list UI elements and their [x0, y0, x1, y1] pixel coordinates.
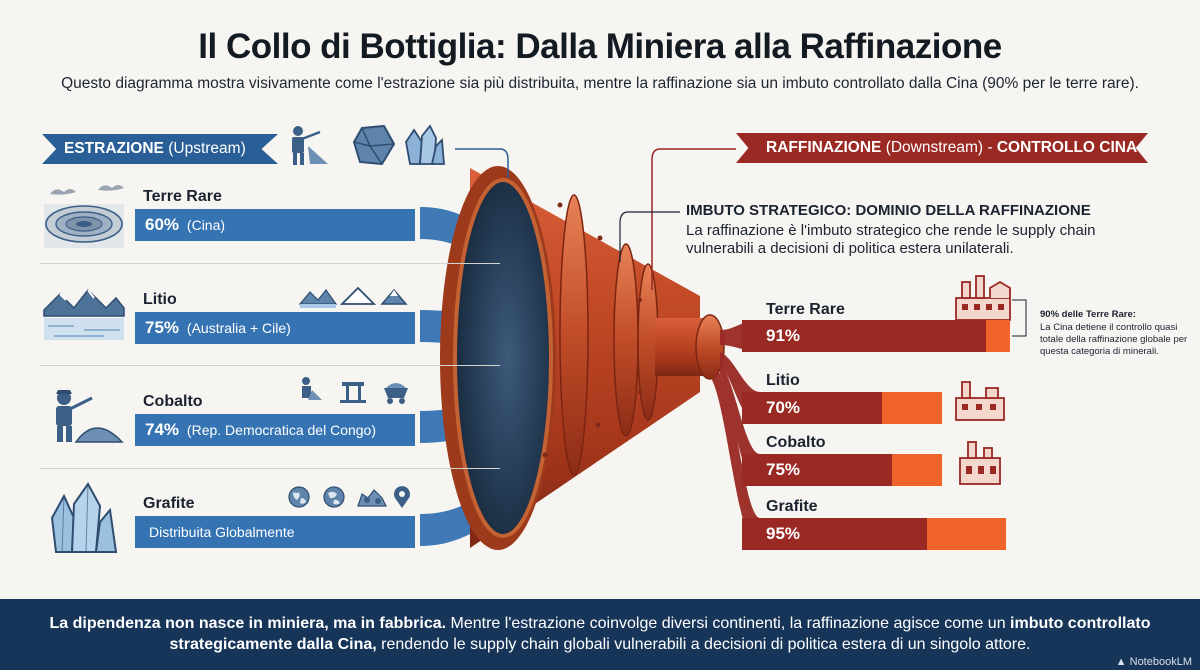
divider — [40, 365, 500, 366]
upstream-bar: 74% (Rep. Democratica del Congo) — [135, 414, 415, 446]
material-name: Grafite — [766, 498, 818, 515]
upstream-row-cobalto: Cobalto 74% (Rep. Democratica del Congo) — [135, 392, 415, 446]
upstream-row-grafite: Grafite Distribuita Globalmente — [135, 494, 415, 548]
material-name: Litio — [766, 372, 800, 389]
material-name: Terre Rare — [766, 301, 845, 318]
material-name: Cobalto — [766, 434, 826, 451]
funnel-diagram — [43, 124, 1027, 553]
miner-icon — [56, 390, 124, 443]
downstream-bar: 75% — [742, 454, 942, 486]
downstream-row-litio: Litio — [766, 371, 800, 391]
material-name: Litio — [143, 291, 177, 308]
downstream-label: RAFFINAZIONE (Downstream) - CONTROLLO CI… — [736, 133, 1148, 163]
imbuto-title: IMBUTO STRATEGICO: DOMINIO DELLA RAFFINA… — [686, 202, 1091, 219]
downstream-bar-fill: 95% — [742, 518, 927, 550]
material-name: Cobalto — [143, 393, 203, 410]
notebooklm-logo-icon: ▲ — [1115, 656, 1127, 668]
divider — [40, 468, 500, 469]
downstream-row-grafite: Grafite — [766, 497, 818, 517]
material-name: Terre Rare — [143, 188, 222, 205]
upstream-row-litio: Litio 75% (Australia + Cile) — [135, 290, 415, 344]
imbuto-text: La raffinazione è l'imbuto strategico ch… — [686, 222, 1096, 257]
downstream-bar: 91% — [742, 320, 1010, 352]
miner-icon — [292, 126, 328, 165]
upstream-bar: Distribuita Globalmente — [135, 516, 415, 548]
page-subtitle: Questo diagramma mostra visivamente come… — [61, 75, 1139, 92]
note-text: La Cina detiene il controllo quasi total… — [1040, 322, 1188, 357]
globe-icons — [288, 486, 410, 508]
downstream-row-terre-rare: Terre Rare — [766, 300, 845, 320]
salt-flat-icon — [43, 288, 125, 340]
page-title: Il Collo di Bottiglia: Dalla Miniera all… — [198, 27, 1002, 66]
downstream-bar-fill: 70% — [742, 392, 882, 424]
divider — [40, 263, 500, 264]
upstream-label: ESTRAZIONE (Upstream) — [42, 134, 278, 164]
note-title: 90% delle Terre Rare: — [1040, 309, 1136, 320]
rock-icon — [352, 124, 396, 166]
downstream-bar: 95% — [742, 518, 1006, 550]
header-icons-upstream — [292, 124, 445, 166]
mining-tools-icons — [302, 377, 408, 404]
upstream-bar: 60% (Cina) — [135, 209, 415, 241]
downstream-bar-fill: 91% — [742, 320, 986, 352]
downstream-bar-fill: 75% — [742, 454, 892, 486]
refinery-icon — [959, 441, 1001, 485]
notebooklm-brand: ▲ NotebookLM — [1115, 656, 1192, 668]
crystal-icon — [50, 482, 118, 553]
upstream-row-terre-rare: Terre Rare 60% (Cina) — [135, 187, 415, 241]
material-name: Grafite — [143, 495, 195, 512]
mountain-icons — [298, 286, 408, 308]
refinery-icon — [955, 381, 1005, 421]
downstream-bar: 70% — [742, 392, 942, 424]
footer-summary: La dipendenza non nasce in miniera, ma i… — [0, 599, 1200, 670]
crystal-icon — [405, 124, 445, 165]
upstream-bar: 75% (Australia + Cile) — [135, 312, 415, 344]
mine-pit-icon — [44, 185, 124, 248]
downstream-row-cobalto: Cobalto — [766, 433, 826, 453]
refinery-icon — [955, 275, 1011, 321]
